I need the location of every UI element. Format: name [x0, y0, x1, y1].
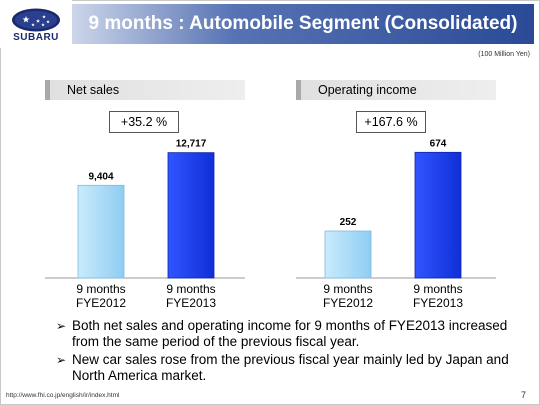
unit-note: (100 Million Yen) [478, 51, 530, 58]
category-tick-label: 9 months [166, 282, 215, 296]
bar [77, 184, 125, 279]
bar [167, 152, 215, 279]
net-sales-change-box: +35.2 % [109, 111, 179, 133]
bar [324, 230, 372, 279]
page-number: 7 [520, 390, 526, 400]
operating-income-panel-title: Operating income [318, 83, 417, 97]
net-sales-panel-title: Net sales [67, 83, 120, 97]
net-sales-panel-header: Net sales [45, 80, 245, 100]
subaru-star-logo-icon [12, 8, 60, 32]
bar [414, 151, 462, 279]
bullet-list: ➢ Both net sales and operating income fo… [56, 318, 526, 386]
company-logo: SUBARU [0, 0, 72, 48]
bar-value-label: 9,404 [88, 171, 113, 182]
operating-income-change-box: +167.6 % [356, 111, 426, 133]
bar-value-label: 674 [430, 138, 447, 149]
category-tick-label: 9 months [323, 282, 372, 296]
bullet-text: Both net sales and operating income for … [72, 318, 508, 349]
page-title: 9 months : Automobile Segment (Consolida… [88, 13, 518, 34]
bullet-text: New car sales rose from the previous fis… [72, 352, 509, 383]
arrow-bullet-icon: ➢ [56, 319, 67, 333]
bullet-item: ➢ New car sales rose from the previous f… [56, 352, 526, 384]
bullet-item: ➢ Both net sales and operating income fo… [56, 318, 526, 350]
category-tick-label: FYE2013 [166, 296, 216, 310]
category-tick-label: FYE2012 [76, 296, 126, 310]
category-tick-label: 9 months [76, 282, 125, 296]
arrow-bullet-icon: ➢ [56, 353, 67, 367]
title-bar: 9 months : Automobile Segment (Consolida… [72, 4, 534, 44]
logo-text: SUBARU [13, 32, 59, 43]
slide-header: SUBARU 9 months : Automobile Segment (Co… [0, 0, 540, 48]
footer-url[interactable]: http://www.fhi.co.jp/english/ir/index.ht… [6, 392, 120, 399]
bar-value-label: 252 [340, 217, 357, 228]
category-tick-label: FYE2012 [323, 296, 373, 310]
category-tick-label: 9 months [413, 282, 462, 296]
category-tick-label: FYE2013 [413, 296, 463, 310]
bar-value-label: 12,717 [176, 139, 207, 150]
operating-income-panel-header: Operating income [296, 80, 496, 100]
